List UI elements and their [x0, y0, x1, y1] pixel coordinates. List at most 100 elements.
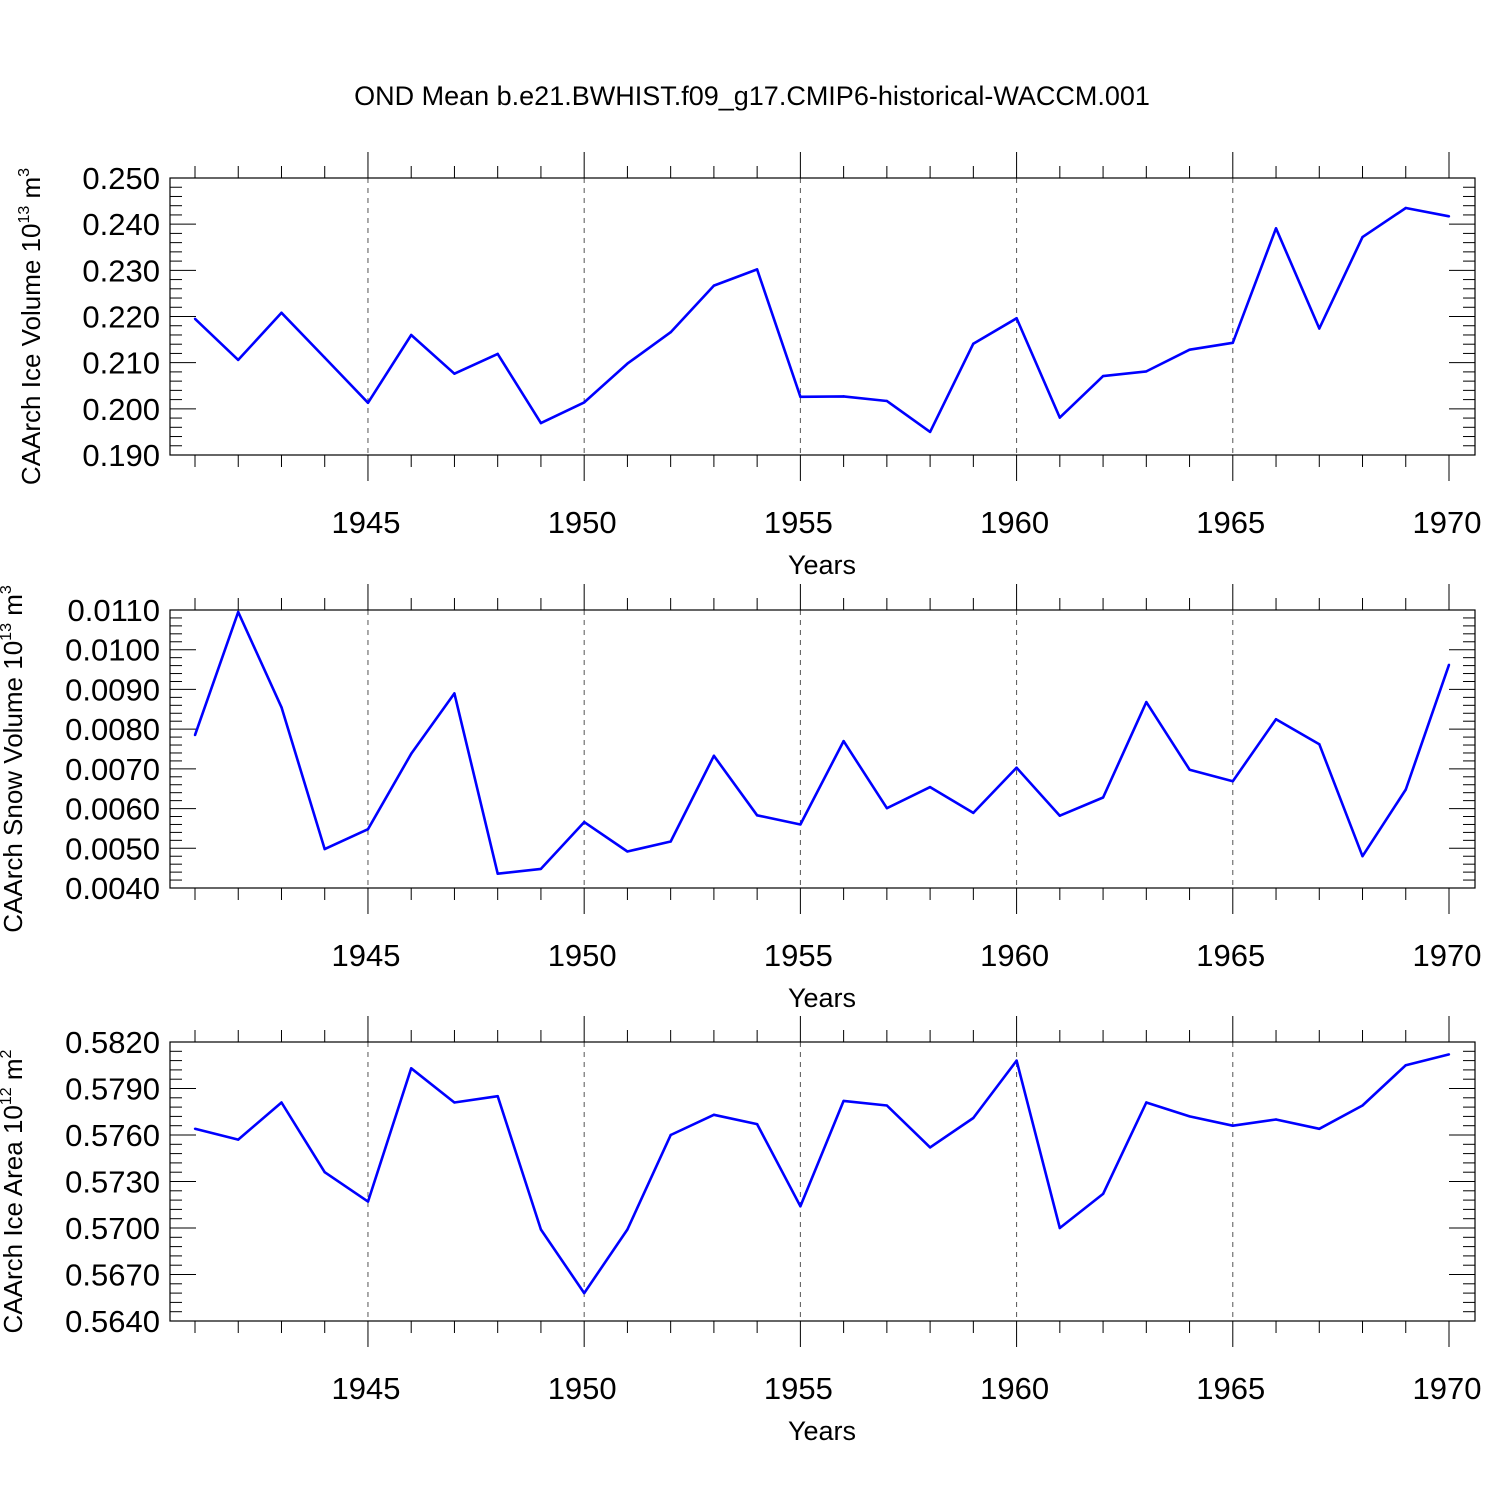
- data-point: [1015, 766, 1018, 769]
- data-point: [496, 352, 499, 356]
- data-point: [1447, 215, 1451, 218]
- data-point: [1145, 1101, 1148, 1104]
- x-tick-label: 1945: [331, 938, 400, 973]
- x-tick-label: 1970: [1413, 1371, 1482, 1406]
- data-point: [842, 395, 845, 398]
- y-tick-label: 0.240: [82, 207, 160, 242]
- data-point: [1447, 663, 1451, 667]
- data-point: [280, 1101, 283, 1104]
- y-tick-label: 0.0050: [65, 831, 160, 866]
- y-tick-label: 0.5700: [65, 1211, 160, 1246]
- data-point: [410, 1067, 413, 1070]
- data-point: [539, 867, 543, 871]
- data-point: [1318, 327, 1321, 330]
- data-point: [1188, 768, 1191, 771]
- panel-snow-volume: 0.0040 0.0050 0.0060 0.0070 0.0080 0.0090 0.01…: [0, 584, 1481, 1013]
- data-point: [1145, 700, 1148, 704]
- data-point: [1188, 1115, 1191, 1118]
- x-tick-label: 1970: [1413, 505, 1482, 540]
- x-tick-label: 1950: [548, 1371, 617, 1406]
- y-tick-label: 0.5640: [65, 1304, 160, 1339]
- data-point: [193, 317, 197, 321]
- data-point: [496, 1095, 499, 1098]
- data-point: [1058, 1226, 1062, 1230]
- data-point: [799, 1205, 802, 1208]
- plot-frame: [169, 1041, 1476, 1322]
- data-point: [669, 330, 672, 334]
- data-point: [755, 268, 759, 271]
- data-point: [885, 399, 889, 403]
- data-point: [1318, 1127, 1321, 1131]
- y-tick-label: 0.210: [82, 346, 160, 381]
- x-axis-label: Years: [788, 983, 856, 1013]
- x-tick-label: 1955: [764, 505, 833, 540]
- y-tick-label: 0.5730: [65, 1165, 160, 1200]
- data-point: [669, 1133, 672, 1137]
- data-point: [1361, 235, 1364, 239]
- data-point: [496, 872, 499, 875]
- data-point: [1058, 416, 1062, 419]
- y-tick-label: 0.220: [82, 300, 160, 335]
- y-tick-label: 0.0100: [65, 633, 160, 668]
- y-tick-label: 0.5670: [65, 1258, 160, 1293]
- data-point: [1404, 206, 1407, 210]
- data-point: [366, 828, 370, 831]
- y-tick-label: 0.190: [82, 438, 160, 473]
- plot-frame: [169, 177, 1476, 456]
- data-point: [366, 1200, 370, 1203]
- data-point: [1404, 1064, 1407, 1067]
- data-point: [1101, 374, 1105, 378]
- data-point: [1447, 1053, 1451, 1056]
- data-point: [323, 356, 326, 359]
- data-point: [237, 358, 240, 362]
- data-point: [1058, 814, 1062, 817]
- x-tick-label: 1960: [980, 938, 1049, 973]
- data-point: [539, 421, 543, 425]
- data-point: [410, 752, 413, 755]
- x-tick-label: 1965: [1196, 1371, 1265, 1406]
- panel-ice-area: 0.5640 0.5670 0.5700 0.5730 0.5760 0.5790 0.58…: [0, 1016, 1481, 1446]
- data-point: [582, 401, 586, 404]
- x-tick-label: 1950: [548, 505, 617, 540]
- data-point: [885, 806, 889, 810]
- data-point: [712, 284, 716, 287]
- data-point: [1274, 227, 1278, 230]
- data-point: [1318, 743, 1321, 746]
- data-point: [972, 1116, 975, 1120]
- data-point: [1231, 1124, 1234, 1127]
- data-point: [928, 1146, 932, 1149]
- data-point: [1361, 855, 1364, 858]
- data-point: [928, 785, 932, 789]
- x-tick-label: 1945: [331, 1371, 400, 1406]
- data-point: [626, 850, 629, 853]
- y-axis-label: CAArch Snow Volume 1013 m3: [0, 585, 28, 933]
- data-point: [1231, 779, 1234, 783]
- data-point: [1274, 1118, 1278, 1121]
- data-point: [669, 840, 672, 843]
- data-point: [1145, 370, 1148, 373]
- data-point: [453, 372, 456, 375]
- series-line: [194, 206, 1450, 434]
- data-point: [1231, 341, 1234, 345]
- data-point: [1015, 1059, 1018, 1062]
- x-tick-label: 1965: [1196, 938, 1265, 973]
- y-tick-label: 0.0090: [65, 672, 160, 707]
- x-tick-label: 1965: [1196, 505, 1265, 540]
- data-point: [1404, 788, 1407, 791]
- x-tick-label: 1960: [980, 1371, 1049, 1406]
- data-point: [1274, 718, 1278, 721]
- data-point: [842, 1099, 845, 1103]
- y-axis-label: CAArch Ice Volume 1013 m3: [16, 168, 46, 485]
- data-point: [928, 430, 932, 434]
- y-tick-label: 0.200: [82, 392, 160, 427]
- chart-title: OND Mean b.e21.BWHIST.f09_g17.CMIP6-hist…: [354, 81, 1150, 111]
- x-tick-label: 1945: [331, 505, 400, 540]
- y-tick-label: 0.5790: [65, 1072, 160, 1107]
- data-point: [193, 1127, 197, 1131]
- y-tick-label: 0.250: [82, 161, 160, 196]
- y-tick-label: 0.5760: [65, 1118, 160, 1153]
- data-point: [885, 1104, 889, 1107]
- data-point: [323, 1171, 326, 1174]
- y-tick-label: 0.0040: [65, 871, 160, 906]
- x-tick-label: 1950: [548, 938, 617, 973]
